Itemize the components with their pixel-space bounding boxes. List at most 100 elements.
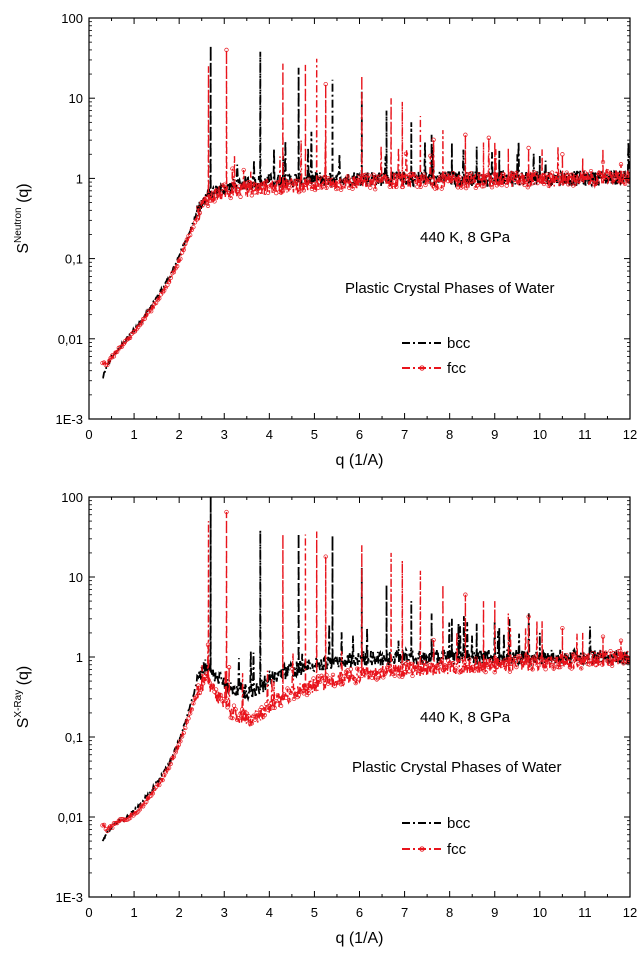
x-tick-label: 6 [356,905,363,920]
series-fcc-marker [397,173,402,178]
y-tick-label: 100 [61,490,83,505]
series-fcc-marker [301,188,306,193]
series-fcc-marker [580,658,585,663]
series-fcc-marker [168,275,173,281]
y-axis-label-suffix: (q) [15,666,32,690]
series-fcc-marker [580,176,585,182]
series-fcc-marker [543,667,548,672]
series-fcc-marker [545,172,550,177]
series-fcc-marker [246,713,251,719]
series-fcc-marker [621,171,626,176]
y-tick-label: 1 [76,171,83,186]
x-tick-label: 2 [176,905,183,920]
series-fcc-marker [290,666,295,671]
x-tick-label: 7 [401,905,408,920]
series-fcc-marker [144,799,149,804]
series-fcc-marker [504,183,509,188]
series-fcc-marker [179,734,185,739]
series-fcc-marker [618,180,623,185]
series-fcc-marker [319,185,324,190]
series-fcc-marker [492,171,497,177]
series-fcc-marker [387,184,392,189]
series-fcc-marker [470,664,475,670]
series-fcc-marker [238,194,243,199]
series-fcc-marker [618,638,624,643]
series-fcc-marker [317,679,323,684]
series-fcc-marker [595,656,600,661]
series-fcc-marker [569,666,574,671]
series-fcc-marker [485,172,490,178]
x-tick-label: 11 [578,905,592,920]
series-fcc-marker [584,175,589,180]
series-fcc-marker [191,224,196,230]
series-fcc-marker [533,658,539,664]
series-fcc-marker [342,674,347,679]
legend-bcc-label: bcc [447,815,471,832]
series-fcc-marker [280,696,286,701]
series-fcc-marker [194,694,199,699]
axes-frame [88,496,631,898]
series-fcc-marker [626,179,630,184]
series-fcc-marker [441,668,446,673]
series-fcc-marker [262,712,267,718]
series-fcc-marker [394,666,399,671]
series-fcc-marker [506,661,511,667]
phase-title-annotation: Plastic Crystal Phases of Water [345,280,555,297]
series-fcc-marker [428,153,433,158]
series-fcc-marker [226,190,232,196]
conditions-annotation: 440 K, 8 GPa [420,709,511,726]
series-fcc-marker [481,173,486,179]
x-tick-label: 12 [623,905,637,920]
series-fcc-marker [600,159,606,165]
series-fcc-marker [408,661,414,667]
series-fcc-marker [201,681,206,686]
series-fcc-marker [491,178,496,183]
legend-fcc-label: fcc [447,360,467,377]
series-fcc-marker [150,305,155,310]
series-fcc-marker [605,169,610,174]
y-axis-label-suffix: (q) [15,183,32,207]
series-fcc-marker [415,664,420,669]
series-fcc-marker [157,782,162,788]
series-fcc-marker [224,47,229,53]
series-fcc-marker [324,672,329,678]
x-tick-label: 5 [311,427,318,442]
series-fcc-marker [249,721,254,726]
series-fcc-marker [488,658,493,663]
x-tick-label: 3 [221,427,228,442]
phase-title-annotation: Plastic Crystal Phases of Water [352,759,562,776]
series-fcc-marker [360,180,365,185]
series-fcc-marker [512,177,517,182]
series-fcc-marker [486,135,491,140]
series-fcc-marker [394,184,399,190]
series-fcc-marker [491,661,496,666]
series-fcc-marker [449,179,454,184]
series-fcc-marker [252,717,258,722]
series-fcc-marker [340,681,345,686]
x-tick-label: 9 [491,427,498,442]
series-fcc-marker [444,664,449,669]
series-fcc-marker [194,217,199,222]
series-fcc-marker [218,692,224,698]
series-fcc-marker [197,210,203,215]
series-fcc-marker [239,707,245,712]
series-fcc-marker [560,152,565,157]
series-fcc-marker [590,176,595,182]
series-fcc-marker [580,660,586,666]
series-fcc-marker [584,654,589,659]
series-fcc-marker [181,730,186,736]
series-fcc-marker [371,172,376,177]
series-fcc-marker [348,667,353,672]
series-fcc-marker [536,662,542,668]
series-fcc-marker [127,335,133,340]
series-fcc-marker [223,698,229,703]
y-tick-label: 1E-3 [56,890,83,905]
series-fcc-marker [551,666,556,671]
series-fcc-marker [429,663,435,668]
series-fcc-marker [218,191,224,196]
x-tick-label: 2 [176,427,183,442]
series-fcc-marker [603,650,608,655]
series-fcc-marker [158,778,164,783]
series-fcc-marker [420,176,425,182]
series-fcc-marker [608,648,613,654]
